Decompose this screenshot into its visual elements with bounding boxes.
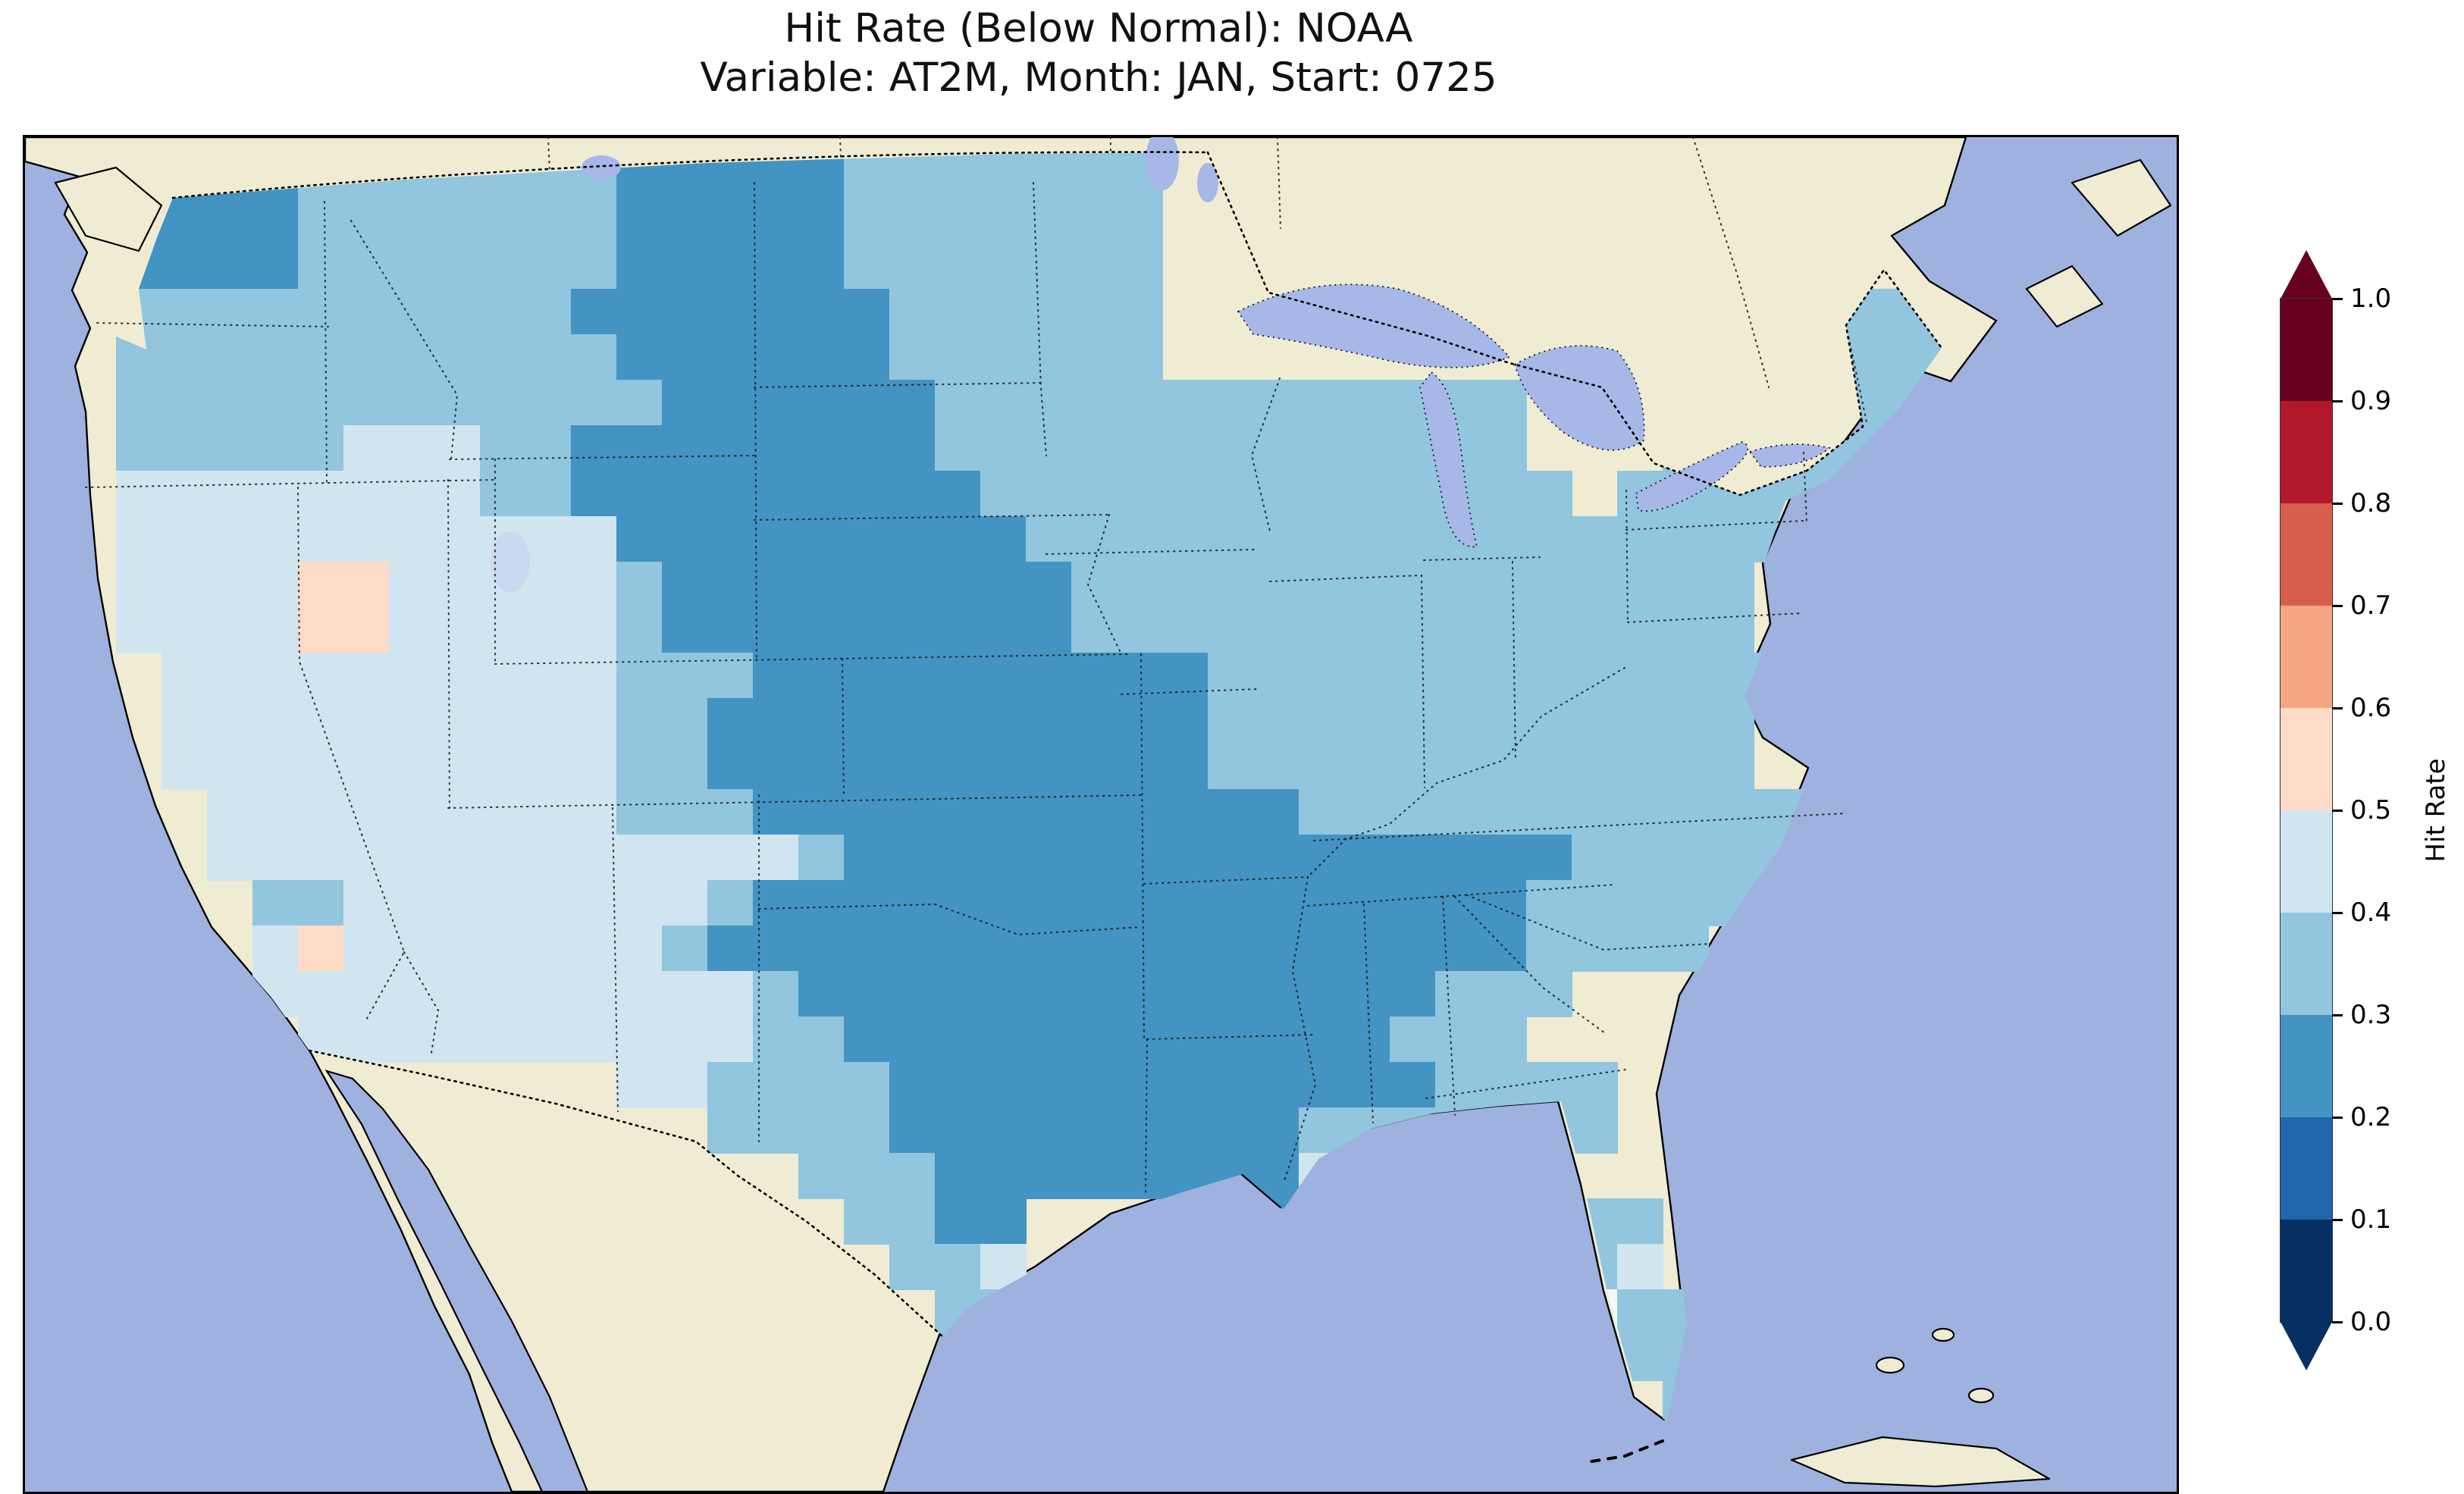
colorbar-tick-0.0: 0.0 [2332, 1307, 2391, 1337]
colorbar-segment [2281, 606, 2332, 708]
colorbar-segment [2281, 299, 2332, 401]
colorbar-bar [2280, 298, 2333, 1323]
state-borders-layer [84, 181, 1869, 1194]
colorbar-tick-0.4: 0.4 [2332, 897, 2391, 928]
colorbar-ticks: 1.0 0.9 0.8 0.7 0.6 0.5 0.4 0.3 0.2 0.1 0.0 [2332, 283, 2438, 1337]
newfoundland-island [2071, 158, 2172, 237]
colorbar-tick-0.9: 0.9 [2332, 386, 2391, 416]
lake-superior [1237, 283, 1511, 368]
colorbar-tick-0.1: 0.1 [2332, 1204, 2391, 1235]
colorbar-segment [2281, 1117, 2332, 1220]
colorbar-segment [2281, 1220, 2332, 1322]
international-borders-layer [171, 137, 1943, 1338]
colorbar: 1.0 0.9 0.8 0.7 0.6 0.5 0.4 0.3 0.2 0.1 0.0 Hit Ra… [2280, 250, 2462, 1370]
colorbar-tick-0.2: 0.2 [2332, 1102, 2391, 1132]
figure-title: Hit Rate (Below Normal): NOAA Variable: … [23, 5, 2174, 102]
colorbar-tick-0.6: 0.6 [2332, 693, 2391, 723]
gulf-of-california [324, 1070, 589, 1492]
map-svg [25, 137, 2177, 1492]
title-line-1: Hit Rate (Below Normal): NOAA [784, 5, 1413, 52]
colorbar-extend-below-arrow [2281, 1322, 2332, 1370]
lake-ontario [1748, 443, 1831, 468]
colorbar-tick-0.7: 0.7 [2332, 590, 2391, 621]
colorbar-tick-1.0: 1.0 [2332, 283, 2391, 314]
colorbar-tick-0.3: 0.3 [2332, 1000, 2391, 1030]
cuba-island [1790, 1436, 2051, 1488]
vancouver-island [54, 166, 163, 252]
great-salt-lake [491, 531, 530, 592]
colorbar-segment [2281, 913, 2332, 1015]
colorbar-segment [2281, 708, 2332, 810]
colorbar-tick-0.8: 0.8 [2332, 488, 2391, 518]
colorbar-label: Hit Rate [2421, 758, 2451, 863]
cape-breton-island [2025, 265, 2104, 328]
colorbar-tick-0.5: 0.5 [2332, 795, 2391, 825]
colorbar-segment [2281, 810, 2332, 913]
florida-keys [1585, 1439, 1664, 1464]
bahamas-islands [1875, 1327, 1995, 1404]
title-line-2: Variable: AT2M, Month: JAN, Start: 0725 [700, 54, 1497, 101]
us-canada-border [171, 151, 1209, 199]
us-canada-border-east [1206, 151, 1943, 496]
colorbar-extend-above-arrow [2281, 250, 2332, 299]
hit-rate-grid-cells [116, 152, 1942, 1422]
canada-lakes [582, 137, 1218, 202]
colorbar-segment [2281, 503, 2332, 606]
map-panel [23, 135, 2179, 1494]
canada-provincial-border-1 [547, 137, 551, 174]
colorbar-segment [2281, 1015, 2332, 1117]
us-mexico-border [308, 1049, 944, 1338]
lake-michigan [1419, 371, 1478, 548]
canada-provincial-border-5 [1691, 137, 1770, 389]
lake-huron [1513, 345, 1645, 451]
colorbar-segment [2281, 401, 2332, 503]
